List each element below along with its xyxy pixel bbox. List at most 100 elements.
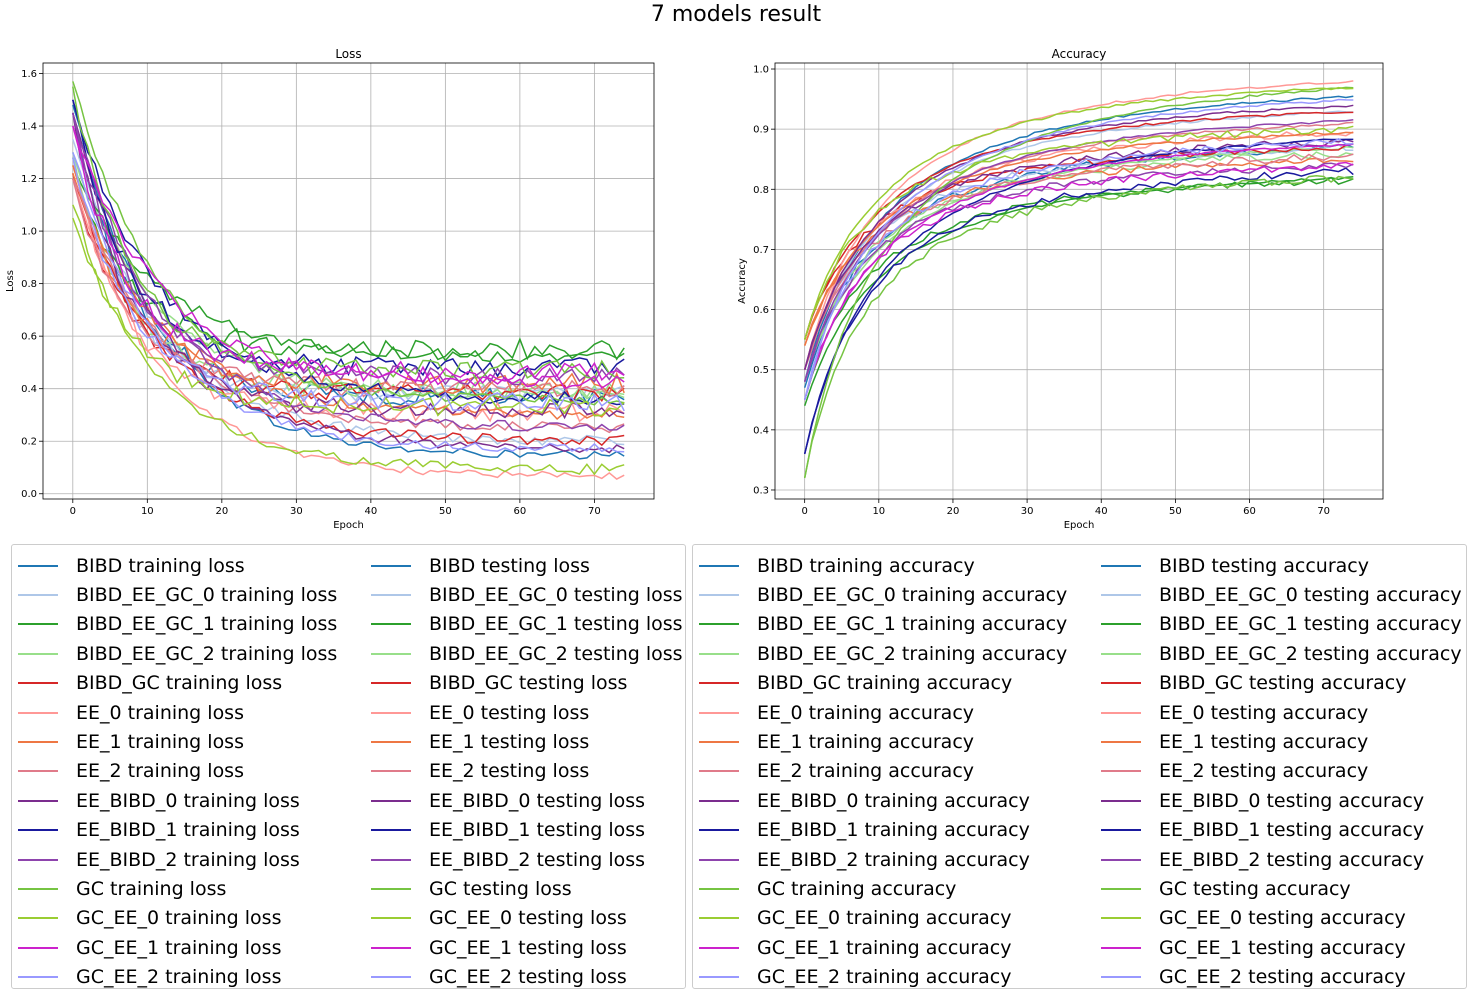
legend-label: EE_2 testing accuracy — [1159, 760, 1369, 783]
series-ee-bibd-1-training-accuracy — [803, 138, 1354, 455]
legend-label: GC_EE_2 training loss — [76, 966, 282, 989]
ticks: 0 10 20 30 40 50 60 70 0.0 0.2 0.4 0.6 0.8 1.0 1.2 1.4 1… — [21, 69, 601, 517]
legend-label: GC testing accuracy — [1159, 877, 1351, 900]
legend-swatch — [1101, 799, 1141, 802]
y-tick-label: 1.6 — [21, 69, 37, 80]
legend-swatch — [699, 682, 739, 685]
chart-title: Accuracy — [1052, 47, 1107, 61]
y-tick-label: 1.2 — [21, 174, 37, 185]
legend-label: GC testing loss — [429, 877, 572, 900]
legend-label: GC_EE_0 training accuracy — [757, 907, 1012, 930]
series-gc-ee-0-training-loss — [72, 217, 625, 476]
legend-entry-bibd-gc-testing-loss: BIBD_GC testing loss — [371, 669, 683, 698]
figure-title: 7 models result — [650, 2, 822, 27]
legend-entry-bibd-ee-gc-2-testing-accuracy: BIBD_EE_GC_2 testing accuracy — [1101, 639, 1462, 668]
x-axis-label: Epoch — [1064, 520, 1095, 531]
legend-swatch — [699, 741, 739, 744]
legend-entry-bibd-ee-gc-1-testing-loss: BIBD_EE_GC_1 testing loss — [371, 610, 683, 639]
legend-label: BIBD_EE_GC_2 training loss — [76, 642, 338, 665]
x-tick-label: 0 — [801, 506, 807, 517]
chart-title: Loss — [335, 47, 361, 61]
legend-entry-ee-1-training-accuracy: EE_1 training accuracy — [699, 727, 1067, 756]
y-tick-label: 0.8 — [21, 279, 37, 290]
legend-entry-gc-ee-1-testing-accuracy: GC_EE_1 testing accuracy — [1101, 933, 1462, 962]
legend-entry-ee-0-training-accuracy: EE_0 training accuracy — [699, 698, 1067, 727]
legend-swatch — [18, 594, 58, 597]
legend-entry-gc-training-loss: GC training loss — [18, 874, 337, 903]
legend-swatch — [699, 946, 739, 949]
legend-label: BIBD_GC training loss — [76, 672, 283, 695]
legend-entry-ee-bibd-0-training-loss: EE_BIBD_0 training loss — [18, 786, 337, 815]
legend-swatch — [699, 917, 739, 920]
legend-entry-ee-bibd-2-testing-accuracy: EE_BIBD_2 testing accuracy — [1101, 845, 1462, 874]
series-gc-ee-2-testing-accuracy — [803, 137, 1354, 401]
legend-label: GC_EE_0 testing accuracy — [1159, 907, 1406, 930]
y-tick-label: 1.0 — [753, 65, 769, 76]
legend-entry-gc-ee-2-testing-loss: GC_EE_2 testing loss — [371, 962, 683, 991]
legend-label: EE_BIBD_0 testing loss — [429, 789, 646, 812]
legend-swatch — [18, 858, 58, 861]
y-tick-label: 0.6 — [21, 332, 37, 343]
x-tick-label: 40 — [364, 506, 377, 517]
legend-entry-ee-bibd-0-testing-loss: EE_BIBD_0 testing loss — [371, 786, 683, 815]
legend-label: BIBD training accuracy — [757, 554, 975, 577]
accuracy-chart: 0 10 20 30 40 50 60 70 0.3 0.4 0.5 0.6 0.7 0.8 0.9 1.0 A… — [737, 47, 1384, 531]
legend-entry-bibd-gc-training-accuracy: BIBD_GC training accuracy — [699, 669, 1067, 698]
legend-label: GC training accuracy — [757, 877, 957, 900]
legend-swatch — [371, 887, 411, 890]
legend-entry-bibd-gc-testing-accuracy: BIBD_GC testing accuracy — [1101, 669, 1462, 698]
legend-label: GC_EE_0 training loss — [76, 907, 282, 930]
y-tick-label: 0.2 — [21, 437, 37, 448]
legend-swatch — [1101, 652, 1141, 655]
series-gc-ee-2-testing-loss — [72, 157, 625, 412]
series-bibd-ee-gc-1-testing-accuracy — [803, 176, 1354, 401]
legend-label: BIBD_EE_GC_0 training loss — [76, 584, 338, 607]
legend-label: GC_EE_1 training accuracy — [757, 936, 1012, 959]
legend-label: EE_BIBD_1 testing loss — [429, 819, 646, 842]
series-gc-testing-accuracy — [803, 175, 1354, 479]
legend-swatch — [18, 887, 58, 890]
axes-frame — [42, 62, 655, 500]
legend-label: EE_BIBD_2 training loss — [76, 848, 300, 871]
legend-swatch — [371, 976, 411, 979]
legend-entry-ee-bibd-2-testing-loss: EE_BIBD_2 testing loss — [371, 845, 683, 874]
legend-label: EE_1 training loss — [76, 731, 244, 754]
legend-entry-gc-ee-0-training-loss: GC_EE_0 training loss — [18, 904, 337, 933]
series-ee-bibd-2-training-loss — [72, 112, 625, 432]
legend-label: EE_BIBD_1 training accuracy — [757, 819, 1030, 842]
legend-entry-ee-2-testing-loss: EE_2 testing loss — [371, 757, 683, 786]
legend-label: EE_1 testing accuracy — [1159, 731, 1369, 754]
legend-label: BIBD_EE_GC_2 training accuracy — [757, 642, 1068, 665]
legend-entry-gc-training-accuracy: GC training accuracy — [699, 874, 1067, 903]
legend-label: GC_EE_1 training loss — [76, 936, 282, 959]
legend-label: BIBD_GC testing loss — [429, 672, 628, 695]
x-tick-label: 10 — [872, 506, 885, 517]
legend-swatch — [1101, 858, 1141, 861]
series-gc-ee-1-testing-loss — [72, 125, 625, 385]
legend-swatch — [1101, 976, 1141, 979]
x-tick-label: 60 — [1243, 506, 1256, 517]
legend-entry-gc-ee-2-testing-accuracy: GC_EE_2 testing accuracy — [1101, 962, 1462, 991]
legend-swatch — [1101, 594, 1141, 597]
y-tick-label: 0.3 — [753, 485, 769, 496]
y-tick-label: 0.0 — [21, 489, 37, 500]
legend-label: EE_2 training loss — [76, 760, 244, 783]
series-ee-bibd-0-testing-accuracy — [803, 138, 1354, 370]
x-tick-label: 30 — [290, 506, 303, 517]
legend-entry-bibd-ee-gc-2-testing-loss: BIBD_EE_GC_2 testing loss — [371, 639, 683, 668]
x-tick-label: 70 — [1317, 506, 1330, 517]
series-lines — [803, 80, 1354, 479]
legend-swatch — [1101, 770, 1141, 773]
legend-label: BIBD_EE_GC_1 training accuracy — [757, 613, 1068, 636]
legend-label: EE_BIBD_0 training loss — [76, 789, 300, 812]
legend-label: EE_BIBD_2 testing loss — [429, 848, 646, 871]
legend-swatch — [371, 917, 411, 920]
legend-entry-bibd-training-loss: BIBD training loss — [18, 551, 337, 580]
legend-swatch — [371, 741, 411, 744]
legend-swatch — [699, 858, 739, 861]
legend-label: BIBD_GC training accuracy — [757, 672, 1013, 695]
legend-entry-bibd-ee-gc-0-training-accuracy: BIBD_EE_GC_0 training accuracy — [699, 580, 1067, 609]
legend-label: GC_EE_2 testing accuracy — [1159, 966, 1406, 989]
legend-swatch — [371, 564, 411, 567]
legend-label: GC_EE_2 training accuracy — [757, 966, 1012, 989]
